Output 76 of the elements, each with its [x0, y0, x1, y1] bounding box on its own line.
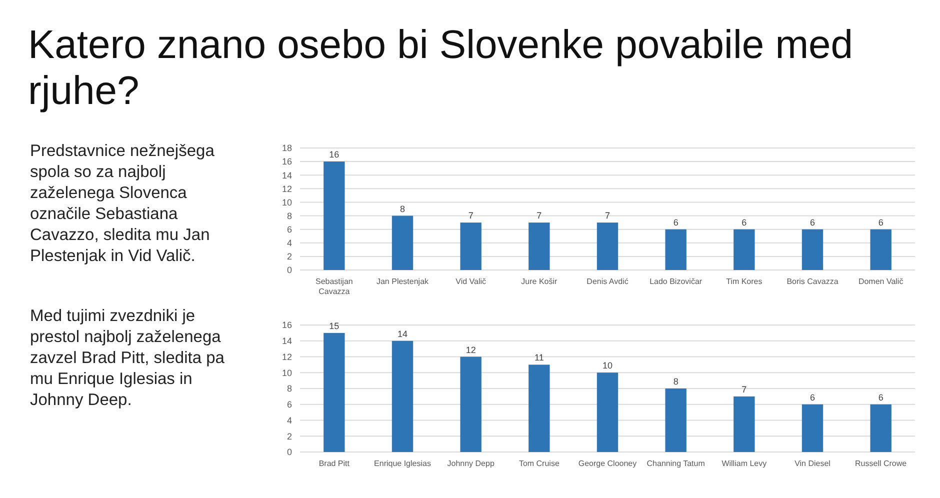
bar: [870, 229, 892, 270]
bar: [870, 404, 892, 452]
x-tick-label: Jure Košir: [521, 277, 558, 286]
x-tick-label: Boris Cavazza: [786, 277, 839, 286]
bar: [734, 229, 755, 270]
y-tick-label: 10: [282, 368, 292, 378]
y-tick-label: 6: [286, 400, 292, 410]
x-tick-label: Jan Plestenjak: [376, 277, 430, 286]
data-label: 16: [329, 150, 340, 160]
x-tick-label: Domen Valič: [858, 277, 904, 286]
bar: [665, 388, 686, 452]
bar: [528, 222, 550, 270]
y-tick-label: 16: [282, 320, 292, 330]
x-tick-label: Vid Valič: [456, 277, 486, 286]
x-tick-label: William Levy: [722, 459, 767, 468]
data-label: 8: [400, 204, 406, 214]
data-label: 10: [602, 360, 613, 371]
y-tick-label: 18: [282, 143, 292, 154]
data-label: 8: [673, 376, 678, 386]
x-tick-label: Lado Bizovičar: [650, 277, 702, 286]
y-tick-label: 4: [286, 415, 292, 426]
bar: [734, 396, 755, 452]
data-label: 6: [742, 217, 747, 228]
bar: [392, 216, 414, 270]
data-label: 14: [397, 328, 408, 339]
bar: [802, 229, 824, 270]
y-tick-label: 2: [286, 252, 292, 262]
data-label: 6: [878, 217, 884, 228]
y-tick-label: 16: [282, 156, 292, 167]
data-label: 12: [466, 344, 476, 355]
x-tick-label: Sebastijan Cavazza: [315, 277, 353, 296]
y-tick-label: 6: [286, 224, 292, 234]
data-label: 6: [810, 217, 816, 228]
x-tick-label: Brad Pitt: [318, 459, 350, 468]
x-tick-label: George Clooney: [578, 459, 637, 468]
x-tick-label: Russell Crowe: [855, 459, 908, 468]
bar: [528, 364, 550, 452]
bar: [596, 222, 618, 270]
x-tick-label: Enrique Iglesias: [374, 459, 431, 468]
y-tick-label: 4: [286, 238, 292, 248]
y-tick-label: 14: [282, 336, 292, 346]
x-tick-label: Tom Cruise: [518, 459, 560, 468]
y-tick-label: 8: [286, 384, 292, 394]
x-tick-label: Denis Avdić: [586, 277, 628, 286]
y-tick-label: 2: [286, 431, 292, 442]
bar: [460, 222, 482, 270]
bar: [324, 332, 345, 452]
x-tick-label: Tim Kores: [726, 277, 762, 286]
x-tick-label: Johnny Depp: [447, 459, 495, 468]
bar: [324, 162, 345, 270]
y-tick-label: 0: [286, 447, 292, 458]
bar: [460, 356, 482, 452]
y-tick-label: 12: [282, 352, 292, 362]
data-label: 7: [604, 210, 610, 221]
bar: [392, 340, 414, 452]
data-label: 15: [329, 320, 340, 331]
text: Med tujimi zvezdniki je prestol najbolj zaželenega zavzel Brad Pitt, sledita pa mu Enrique Iglesias in Johnny Deep.: [30, 307, 226, 409]
data-label: 6: [878, 392, 884, 402]
y-tick-label: 0: [286, 265, 292, 276]
data-label: 6: [810, 392, 816, 402]
bar: [596, 372, 618, 452]
data-label: 7: [742, 384, 747, 394]
bar: [802, 404, 824, 452]
data-label: 11: [534, 352, 544, 363]
chart-title: Katero znano osebo bi Slovenke povabile med rjuhe?: [28, 23, 853, 113]
y-tick-label: 12: [282, 184, 292, 194]
y-tick-label: 10: [282, 197, 292, 208]
x-tick-label: Vin Diesel: [794, 459, 831, 468]
bar: [665, 229, 686, 270]
text: Predstavnice nežnejšega spola so za najbolj zaželenega Slovenca označile Sebastiana Cavazzo, sledita mu Jan Plestenjak in Vid Valič.: [30, 142, 216, 265]
data-label: 7: [536, 210, 542, 221]
data-label: 6: [673, 217, 678, 228]
y-tick-label: 8: [286, 210, 292, 221]
x-tick-label: Channing Tatum: [646, 459, 706, 468]
data-label: 7: [468, 210, 474, 221]
y-tick-label: 14: [282, 170, 292, 180]
